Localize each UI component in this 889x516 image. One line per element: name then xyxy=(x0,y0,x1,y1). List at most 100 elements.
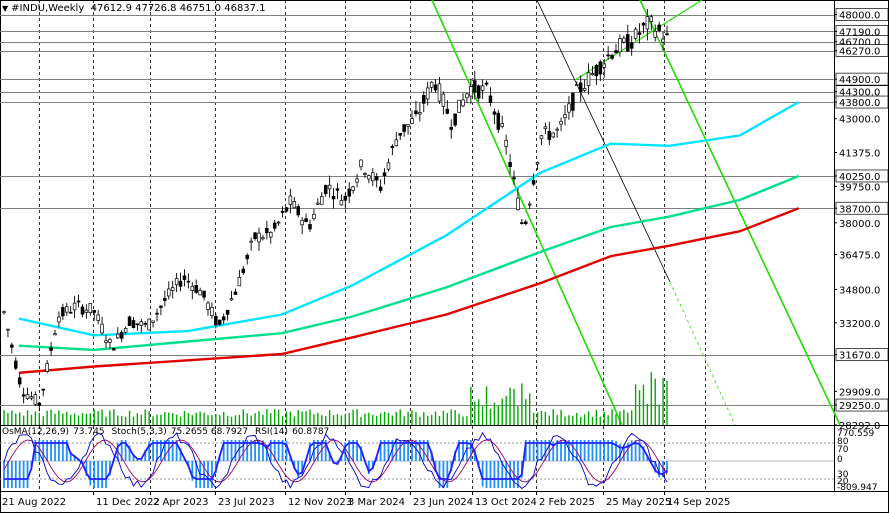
price-axis-label: 43800.0 xyxy=(839,98,880,109)
candle-body xyxy=(29,396,34,399)
candle-body xyxy=(492,111,497,115)
price-axis-label: 44300.0 xyxy=(839,88,880,99)
osc-axis-label: 80 xyxy=(837,437,849,447)
symbol-dropdown-icon[interactable]: ▼ xyxy=(2,4,9,13)
candle-body xyxy=(480,85,485,91)
candle-body xyxy=(2,311,6,313)
candle-body xyxy=(178,280,183,287)
candle-body xyxy=(429,81,434,88)
candle-body xyxy=(61,307,65,317)
candle-body xyxy=(76,300,81,303)
candle-body xyxy=(425,87,430,100)
price-axis-label: 31670.0 xyxy=(839,351,880,362)
candle-body xyxy=(571,92,575,111)
candle-body xyxy=(116,333,120,339)
candle-body xyxy=(343,195,348,201)
candle-body xyxy=(296,206,300,216)
candle-body xyxy=(504,139,508,147)
candle-body xyxy=(653,30,657,38)
candle-body xyxy=(539,135,544,140)
candle-body xyxy=(398,133,402,136)
osc-axis-label: 30 xyxy=(837,470,849,480)
osc-axis-label: 0 xyxy=(837,455,843,465)
time-axis-label: 2 Feb 2025 xyxy=(539,497,595,508)
candle-body xyxy=(214,315,218,326)
candle-body xyxy=(402,124,406,132)
candle-body xyxy=(606,54,610,57)
candle-body xyxy=(257,232,261,243)
candle-body xyxy=(327,184,332,190)
candle-body xyxy=(218,319,222,325)
candle-body xyxy=(516,197,520,211)
candle-body xyxy=(280,210,285,213)
candle-body xyxy=(414,110,418,115)
volume-group xyxy=(3,372,668,425)
channel-line xyxy=(431,0,623,426)
candle-body xyxy=(555,128,559,131)
candle-body xyxy=(323,185,328,195)
candle-body xyxy=(17,377,22,385)
candle-body xyxy=(72,302,77,311)
price-axis-label: 41375.0 xyxy=(839,149,880,160)
candle-body xyxy=(155,312,159,315)
candle-body xyxy=(41,388,45,391)
price-axis-label: 47190.0 xyxy=(839,27,880,38)
candle-body xyxy=(563,114,567,119)
candle-body xyxy=(496,112,501,130)
candle-body xyxy=(551,132,555,138)
price-axis-label: 28292.0 xyxy=(839,421,880,432)
time-axis-label: 12 Nov 2023 xyxy=(288,497,352,508)
ema-mid-line xyxy=(18,174,800,352)
price-axis-label: 46270.0 xyxy=(839,47,880,58)
candle-body xyxy=(320,196,324,205)
candle-body xyxy=(437,83,442,102)
channel-line xyxy=(574,0,703,81)
candle-body xyxy=(622,37,626,43)
candle-body xyxy=(473,80,477,93)
candle-body xyxy=(304,218,308,223)
candle-body xyxy=(641,22,646,26)
candle-body xyxy=(33,394,38,405)
candle-body xyxy=(406,124,410,127)
candle-body xyxy=(135,323,140,326)
candle-body xyxy=(88,303,93,314)
candle-body xyxy=(288,195,293,205)
candle-body xyxy=(578,82,583,93)
price-axis-label: 48000.0 xyxy=(839,11,880,22)
candle-body xyxy=(371,172,375,182)
candle-body xyxy=(484,82,489,85)
candle-body xyxy=(308,224,312,230)
candle-body xyxy=(210,307,214,316)
candle-body xyxy=(108,339,112,343)
candle-body xyxy=(284,207,289,212)
candle-body xyxy=(386,162,391,170)
candle-body xyxy=(665,33,669,36)
candle-body xyxy=(508,161,512,168)
osc-axis-label: 770.559 xyxy=(837,429,874,439)
candle-body xyxy=(233,291,238,295)
candle-body xyxy=(418,112,422,115)
candle-body xyxy=(174,278,179,286)
candle-body xyxy=(465,93,469,99)
price-axis-label: 38000.0 xyxy=(839,219,880,230)
candle-body xyxy=(441,93,446,107)
candle-body xyxy=(92,310,96,313)
candle-body xyxy=(410,118,414,124)
candle-body xyxy=(449,126,453,130)
osma-value: 73.745 xyxy=(73,427,105,437)
candle-body xyxy=(626,34,630,52)
candle-body xyxy=(194,285,198,293)
candle-body xyxy=(476,85,481,99)
osc-axis-label: 20 xyxy=(837,477,849,487)
candle-body xyxy=(265,227,269,234)
candle-body xyxy=(249,240,253,243)
candle-body xyxy=(582,88,587,91)
price-axis-label: 40250.0 xyxy=(839,172,880,183)
candle-body xyxy=(112,348,116,351)
candle-body xyxy=(469,86,473,97)
candle-body xyxy=(339,200,344,206)
candle-body xyxy=(49,347,53,351)
candle-body xyxy=(316,202,320,205)
